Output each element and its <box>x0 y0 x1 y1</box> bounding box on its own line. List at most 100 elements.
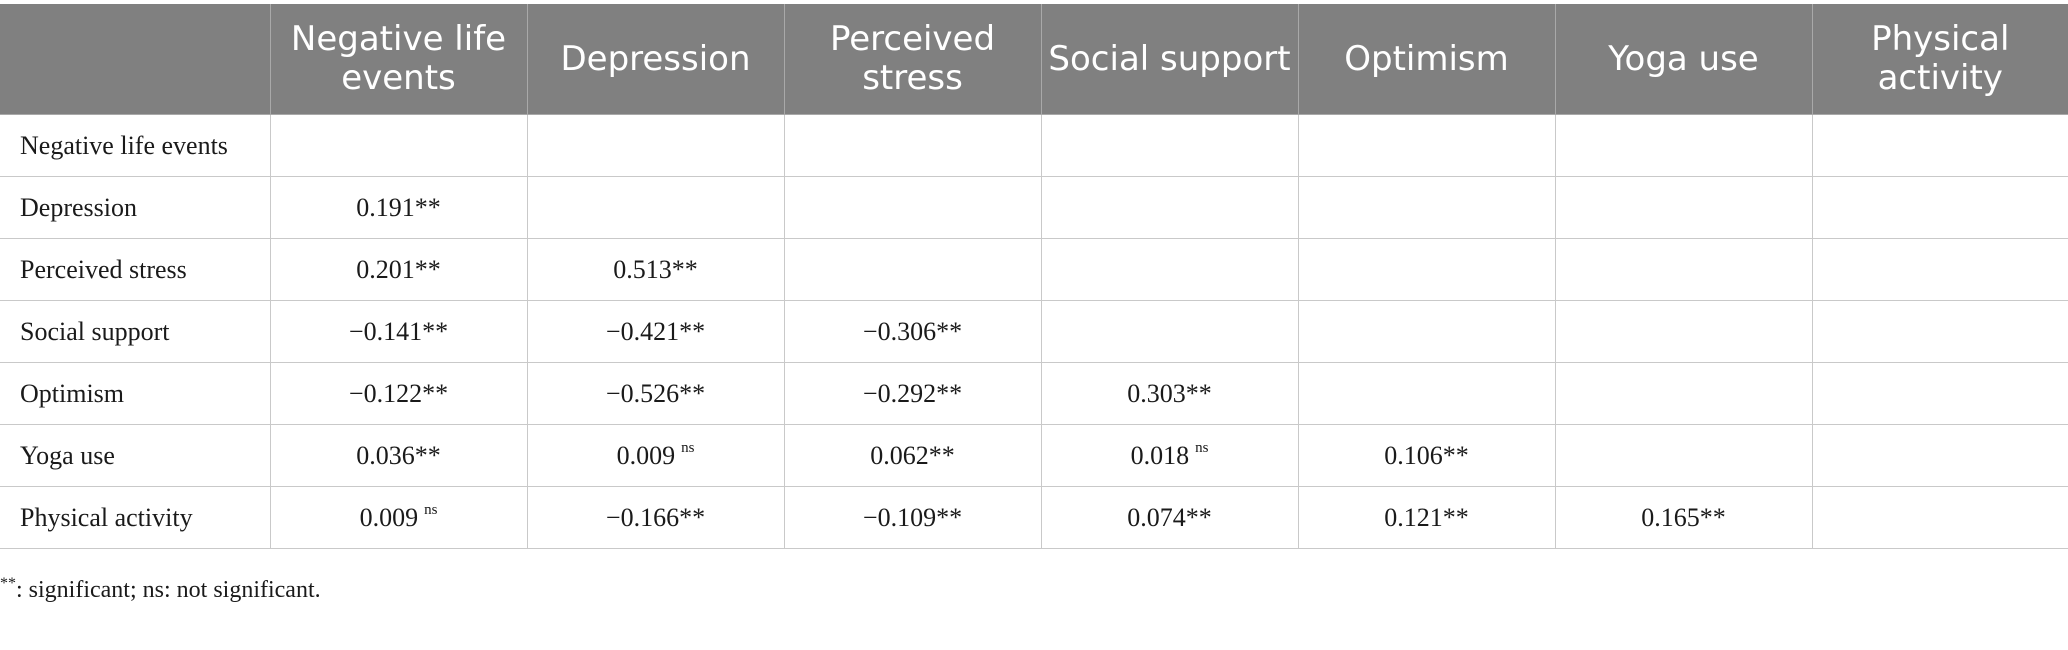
cell-value: 0.009 ns <box>359 501 438 532</box>
table-cell <box>783 114 1042 177</box>
table-cell: 0.062** <box>783 424 1042 487</box>
coefficient-value: −0.526 <box>605 378 680 408</box>
coefficient-value: 0.036 <box>356 440 415 470</box>
cell-value: 0.165** <box>1641 503 1726 532</box>
column-header-depression: Depression <box>526 4 785 115</box>
table-cell: 0.513** <box>526 238 785 301</box>
coefficient-value: −0.292 <box>862 378 937 408</box>
significance-marker: ** <box>422 316 449 346</box>
coefficient-value: −0.166 <box>605 502 680 532</box>
coefficient-value: 0.106 <box>1384 440 1443 470</box>
table-cell <box>1554 300 1813 363</box>
table-cell <box>1811 486 2068 549</box>
coefficient-value: 0.018 <box>1130 440 1190 470</box>
column-header-optimism: Optimism <box>1297 4 1556 115</box>
coefficient-value: −0.109 <box>862 502 937 532</box>
table-row: Physical activity 0.009 ns −0.166** −0.109**… <box>0 486 2068 549</box>
table-cell <box>1811 300 2068 363</box>
table-cell <box>783 238 1042 301</box>
table-cell <box>1040 176 1299 239</box>
table-cell <box>1811 238 2068 301</box>
coefficient-value: 0.074 <box>1127 502 1186 532</box>
cell-value: 0.201** <box>356 255 441 284</box>
table-cell <box>1040 238 1299 301</box>
table-row: Perceived stress 0.201** 0.513** <box>0 238 2068 301</box>
significance-marker: ns <box>424 501 438 518</box>
row-label: Physical activity <box>0 486 271 549</box>
table-cell: −0.166** <box>526 486 785 549</box>
cell-value: 0.191** <box>356 193 441 222</box>
cell-value: −0.306** <box>863 317 962 346</box>
coefficient-value: 0.009 <box>359 502 419 532</box>
significance-marker: ** <box>1699 502 1726 532</box>
table-cell <box>1554 176 1813 239</box>
cell-value: −0.166** <box>606 503 705 532</box>
significance-marker: ** <box>679 502 706 532</box>
table-cell: −0.292** <box>783 362 1042 425</box>
coefficient-value: 0.191 <box>356 192 415 222</box>
row-label: Optimism <box>0 362 271 425</box>
table-cell: 0.074** <box>1040 486 1299 549</box>
row-label: Social support <box>0 300 271 363</box>
cell-value: 0.018 ns <box>1130 439 1209 470</box>
coefficient-value: −0.421 <box>605 316 680 346</box>
table-row: Yoga use 0.036** 0.009 ns 0.062** 0.018 ns 0.10… <box>0 424 2068 487</box>
table-cell <box>269 114 528 177</box>
header-corner-cell <box>0 4 271 115</box>
table-row: Depression 0.191** <box>0 176 2068 239</box>
cell-value: 0.106** <box>1384 441 1469 470</box>
coefficient-value: 0.009 <box>616 440 676 470</box>
table-cell <box>1297 114 1556 177</box>
significance-marker: ** <box>422 378 449 408</box>
significance-marker: ns <box>681 439 695 456</box>
table-cell: 0.191** <box>269 176 528 239</box>
table-cell: 0.009 ns <box>269 486 528 549</box>
cell-value: −0.122** <box>349 379 448 408</box>
table-row: Optimism −0.122** −0.526** −0.292** 0.303** <box>0 362 2068 425</box>
coefficient-value: 0.121 <box>1384 502 1443 532</box>
correlation-table: Negative life events Depression Perceive… <box>0 4 2068 549</box>
table-cell: 0.165** <box>1554 486 1813 549</box>
cell-value: −0.526** <box>606 379 705 408</box>
table-cell: 0.106** <box>1297 424 1556 487</box>
table-cell <box>1811 424 2068 487</box>
footnote-text: : significant; ns: not significant. <box>16 577 321 603</box>
cell-value: −0.292** <box>863 379 962 408</box>
table-cell <box>1811 176 2068 239</box>
table-cell: 0.009 ns <box>526 424 785 487</box>
cell-value: 0.062** <box>870 441 955 470</box>
cell-value: −0.141** <box>349 317 448 346</box>
table-cell <box>1554 362 1813 425</box>
significance-marker: ** <box>928 440 955 470</box>
significance-marker: ** <box>1185 378 1212 408</box>
table-cell: 0.303** <box>1040 362 1299 425</box>
table-cell: −0.141** <box>269 300 528 363</box>
significance-marker: ** <box>679 316 706 346</box>
table-row: Negative life events <box>0 114 2068 177</box>
significance-marker: ** <box>414 440 441 470</box>
coefficient-value: 0.165 <box>1641 502 1700 532</box>
cell-value: 0.513** <box>613 255 698 284</box>
table-cell <box>1554 238 1813 301</box>
cell-value: −0.109** <box>863 503 962 532</box>
column-header-yoga-use: Yoga use <box>1554 4 1813 115</box>
coefficient-value: −0.141 <box>348 316 423 346</box>
coefficient-value: 0.303 <box>1127 378 1186 408</box>
table-cell <box>1297 176 1556 239</box>
column-header-physical-activity: Physical activity <box>1811 4 2068 115</box>
table-cell <box>1297 238 1556 301</box>
significance-marker: ns <box>1195 439 1209 456</box>
table-cell: 0.036** <box>269 424 528 487</box>
significance-marker: ** <box>1185 502 1212 532</box>
cell-value: 0.121** <box>1384 503 1469 532</box>
column-header-negative-life-events: Negative life events <box>269 4 528 115</box>
table-cell <box>1297 300 1556 363</box>
significance-marker: ** <box>679 378 706 408</box>
column-header-perceived-stress: Perceived stress <box>783 4 1042 115</box>
coefficient-value: −0.306 <box>862 316 937 346</box>
table-cell: −0.122** <box>269 362 528 425</box>
row-label: Yoga use <box>0 424 271 487</box>
table-cell: −0.306** <box>783 300 1042 363</box>
table-cell: −0.109** <box>783 486 1042 549</box>
column-header-social-support: Social support <box>1040 4 1299 115</box>
